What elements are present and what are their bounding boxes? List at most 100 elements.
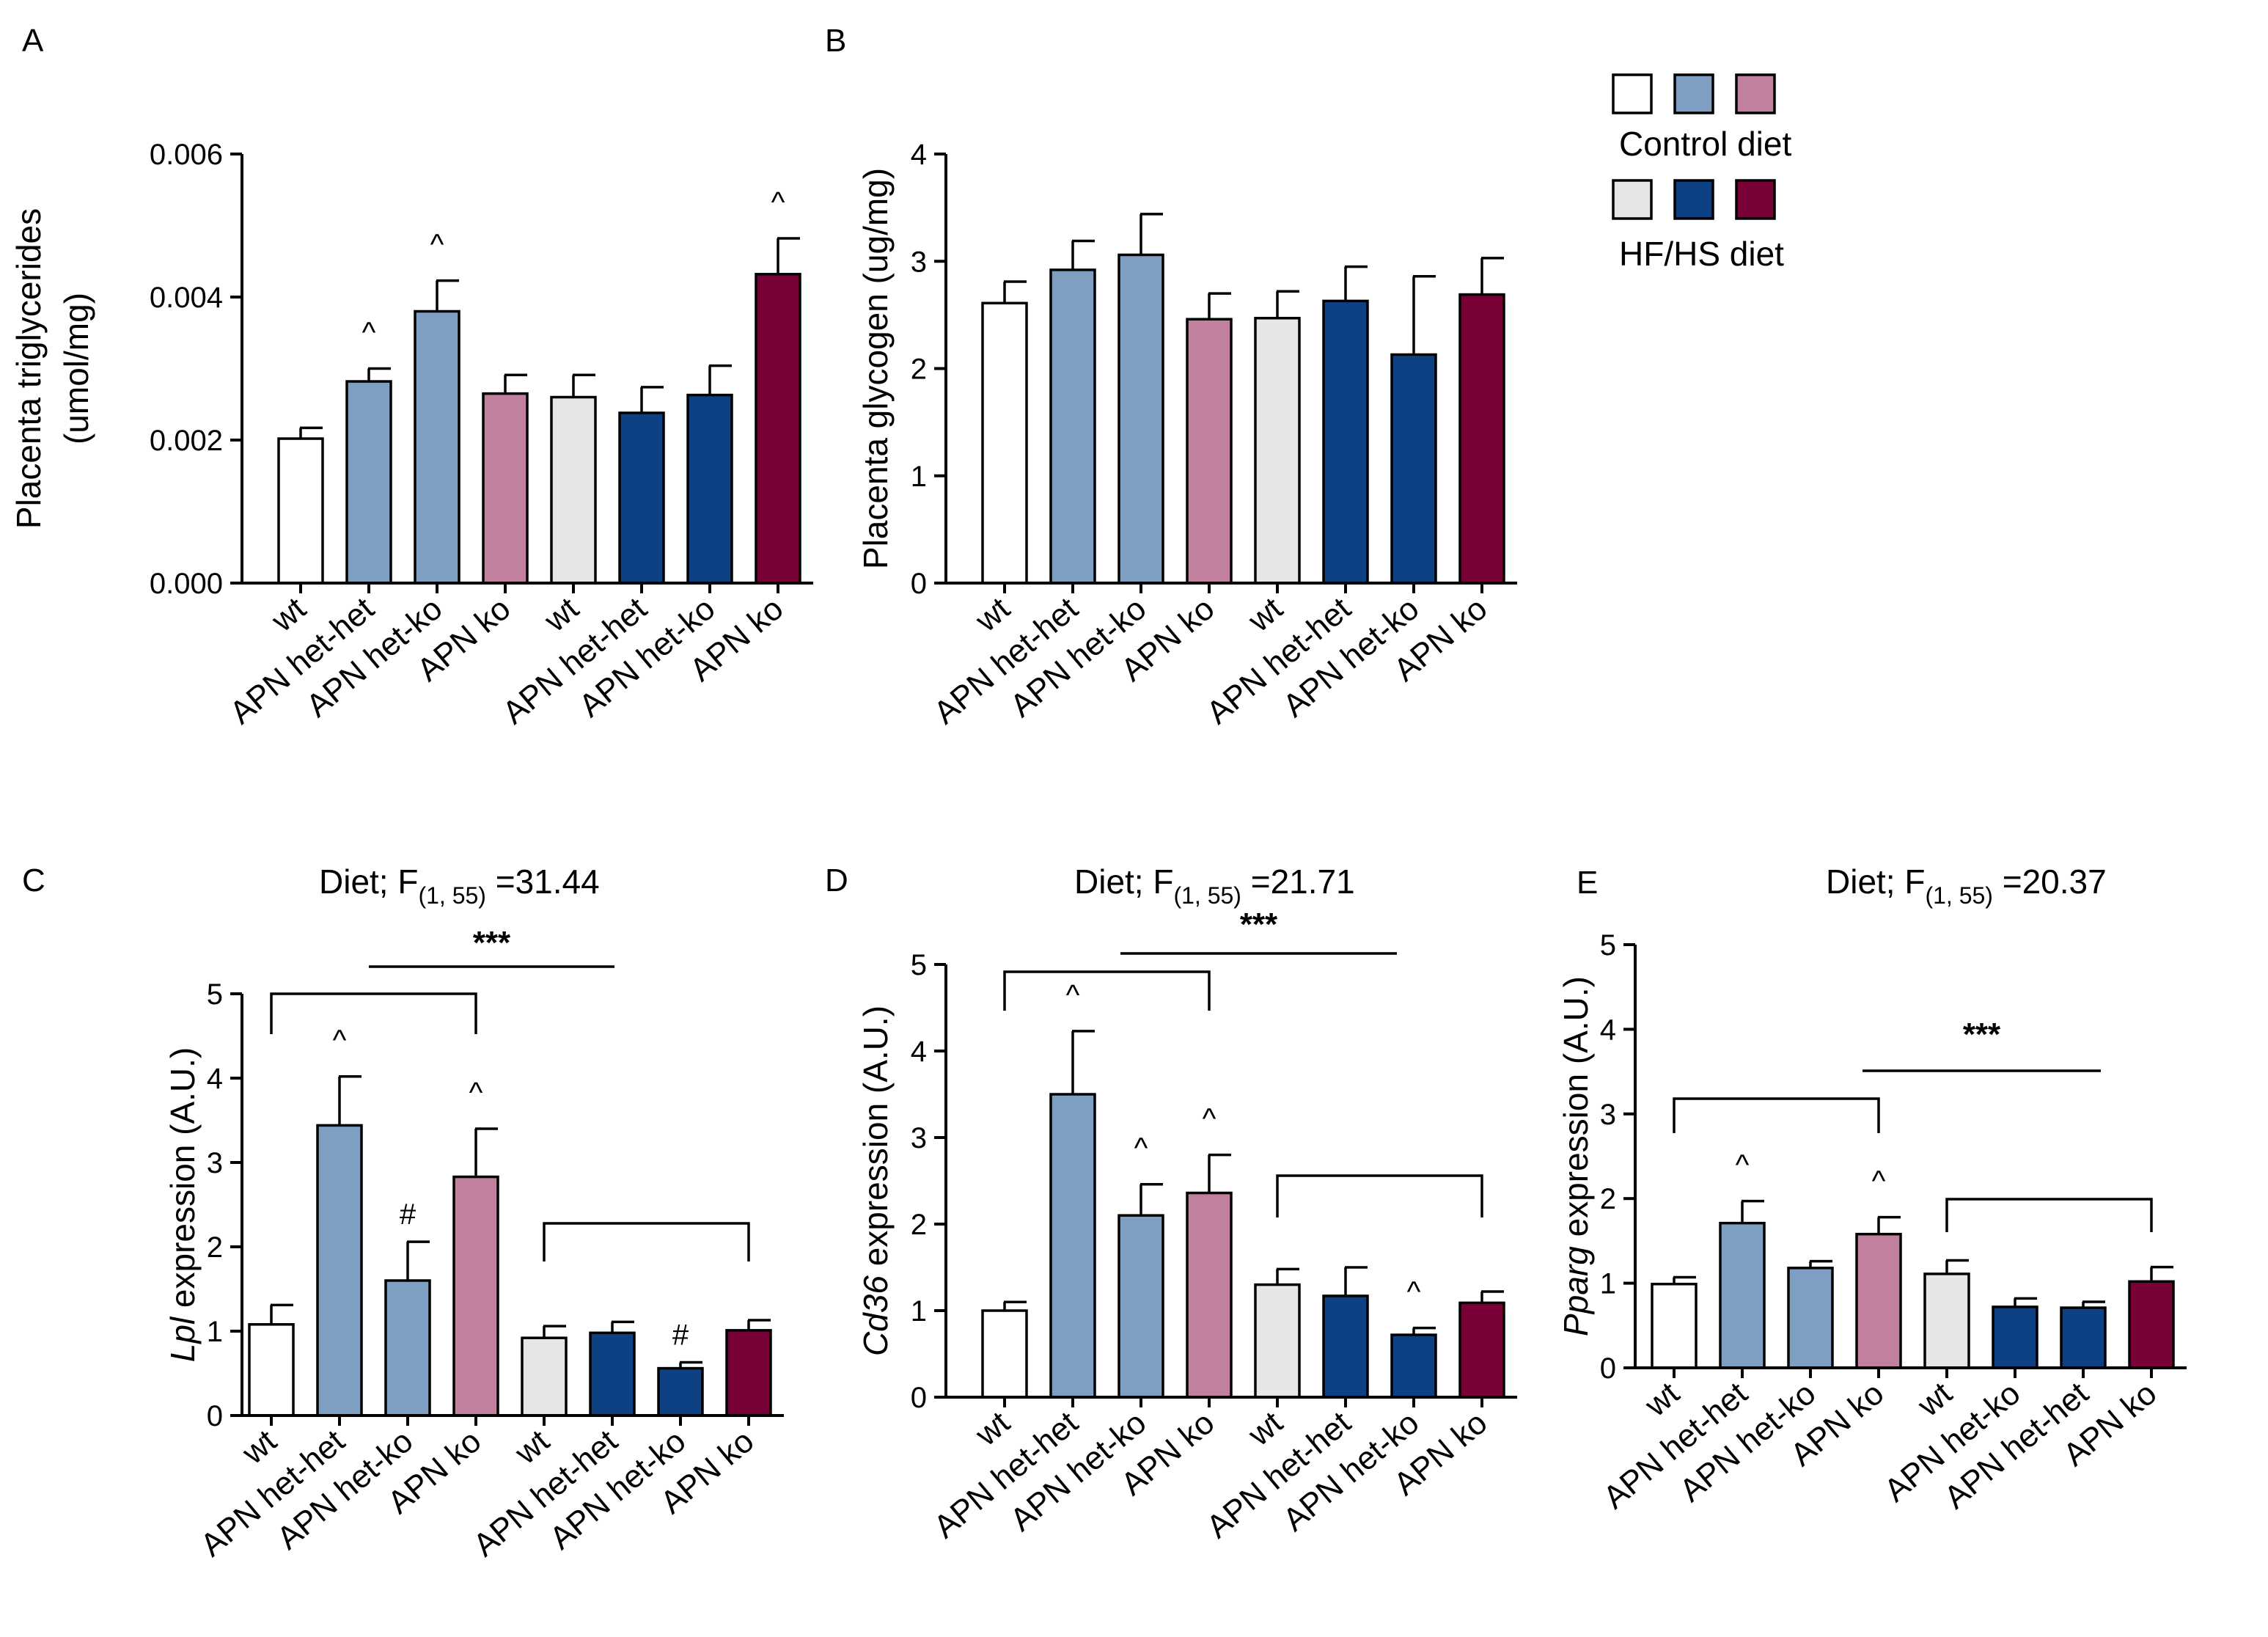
significance-mark: ^ <box>1134 1132 1148 1165</box>
diet-significance: *** <box>1963 1017 2001 1052</box>
x-tick-label: wt <box>235 1423 283 1471</box>
panel-letter: B <box>825 23 846 59</box>
diet-significance: *** <box>473 925 511 961</box>
bar <box>1458 293 1505 585</box>
y-axis-label: Cd36 expression (A.U.) <box>856 1006 895 1356</box>
y-axis-label-gene: Cd36 <box>856 1275 895 1356</box>
significance-mark: ^ <box>1736 1149 1750 1182</box>
y-tick-label: 0.002 <box>150 425 223 457</box>
panel-letter: D <box>825 863 848 898</box>
bar <box>482 392 529 585</box>
bar <box>1322 1294 1369 1399</box>
bar <box>1390 353 1437 585</box>
y-axis-label: Lpl expression (A.U.) <box>164 1047 202 1363</box>
comparison-bracket <box>1673 1097 1880 1133</box>
bar <box>725 1329 772 1417</box>
x-tick-label: wt <box>1241 590 1289 639</box>
x-tick-label: wt <box>968 590 1016 639</box>
y-axis-label: Placenta glycogen (ug/mg) <box>856 168 895 569</box>
y-tick-label: 5 <box>207 978 223 1011</box>
y-tick-label: 2 <box>207 1231 223 1264</box>
bar <box>521 1336 568 1417</box>
bar <box>1719 1221 1766 1369</box>
bar <box>1322 299 1369 585</box>
bar <box>2060 1306 2107 1369</box>
chart-title-subscript: (1, 55) <box>418 882 485 909</box>
y-tick-label: 4 <box>1600 1014 1616 1046</box>
bar <box>550 395 597 585</box>
bar <box>1186 1191 1233 1399</box>
bar <box>1118 1214 1164 1399</box>
chart-title-value: =31.44 <box>486 863 600 901</box>
y-tick-label: 2 <box>911 354 927 386</box>
bar <box>2128 1280 2175 1369</box>
comparison-bracket <box>1003 970 1211 1011</box>
y-tick-label: 3 <box>207 1147 223 1179</box>
x-tick-label: wt <box>1241 1405 1289 1453</box>
diet-significance: *** <box>1240 907 1278 942</box>
bar <box>1992 1305 2038 1369</box>
bar <box>384 1279 431 1417</box>
bar <box>1118 253 1164 585</box>
significance-mark: ^ <box>771 186 785 219</box>
legend-swatch-het-hfhs <box>1673 179 1714 220</box>
y-axis-label: Placenta triglycerides <box>10 208 48 529</box>
y-tick-label: 1 <box>1600 1268 1616 1300</box>
significance-mark: ^ <box>430 229 444 261</box>
chart-title-value: =20.37 <box>1993 863 2107 901</box>
panel-letter: A <box>22 23 44 59</box>
chart-title-main: Diet; F <box>319 863 418 901</box>
chart-title: Diet; F(1, 55) =31.44 <box>319 863 600 909</box>
legend-swatch-wt-hfhs <box>1612 179 1653 220</box>
bar <box>1049 1093 1096 1399</box>
y-axis-label-rest: expression (A.U.) <box>164 1047 202 1317</box>
bar <box>1186 318 1233 585</box>
comparison-bracket <box>1945 1198 2153 1232</box>
y-axis-label-gene: Pparg <box>1557 1246 1595 1336</box>
legend-swatch-wt-control <box>1612 73 1653 114</box>
y-axis-label: Pparg expression (A.U.) <box>1557 976 1595 1336</box>
x-tick-label: wt <box>264 590 312 639</box>
y-axis-label-rest: expression (A.U.) <box>856 1006 895 1275</box>
y-axis-label-gene: Lpl <box>164 1316 202 1362</box>
bar <box>1049 268 1096 585</box>
y-axis-label: (umol/mg) <box>57 293 95 444</box>
chart-title-main: Diet; F <box>1074 863 1173 901</box>
bar <box>981 301 1028 585</box>
significance-mark: ^ <box>1872 1165 1886 1198</box>
y-tick-label: 0 <box>207 1400 223 1432</box>
bar <box>618 411 665 585</box>
bar <box>1390 1333 1437 1399</box>
comparison-bracket <box>543 1222 750 1261</box>
x-tick-label: wt <box>968 1405 1016 1453</box>
significance-mark: ^ <box>469 1077 483 1109</box>
bar <box>1254 1283 1301 1399</box>
y-tick-label: 4 <box>207 1063 223 1095</box>
panel-letter: E <box>1577 865 1598 901</box>
y-tick-label: 1 <box>911 1295 927 1327</box>
y-tick-label: 4 <box>911 139 927 171</box>
legend-swatch-ko-hfhs <box>1735 179 1776 220</box>
bar <box>1923 1272 1970 1369</box>
y-tick-label: 0.004 <box>150 282 223 314</box>
chart-title: Diet; F(1, 55) =21.71 <box>1074 863 1355 909</box>
bar <box>1787 1267 1834 1369</box>
legend: Control diet HF/HS diet <box>1612 73 1791 273</box>
y-tick-label: 3 <box>911 1122 927 1154</box>
significance-mark: ^ <box>362 317 376 349</box>
significance-mark: ^ <box>1066 979 1080 1011</box>
legend-swatch-ko-control <box>1735 73 1776 114</box>
y-tick-label: 1 <box>207 1316 223 1348</box>
comparison-bracket <box>270 992 477 1034</box>
chart-title-subscript: (1, 55) <box>1173 882 1241 909</box>
significance-mark: # <box>400 1198 416 1231</box>
legend-control-label: Control diet <box>1619 125 1791 163</box>
bar <box>414 310 460 585</box>
significance-mark: ^ <box>333 1025 347 1057</box>
bar <box>452 1175 499 1417</box>
comparison-bracket <box>1276 1174 1483 1217</box>
